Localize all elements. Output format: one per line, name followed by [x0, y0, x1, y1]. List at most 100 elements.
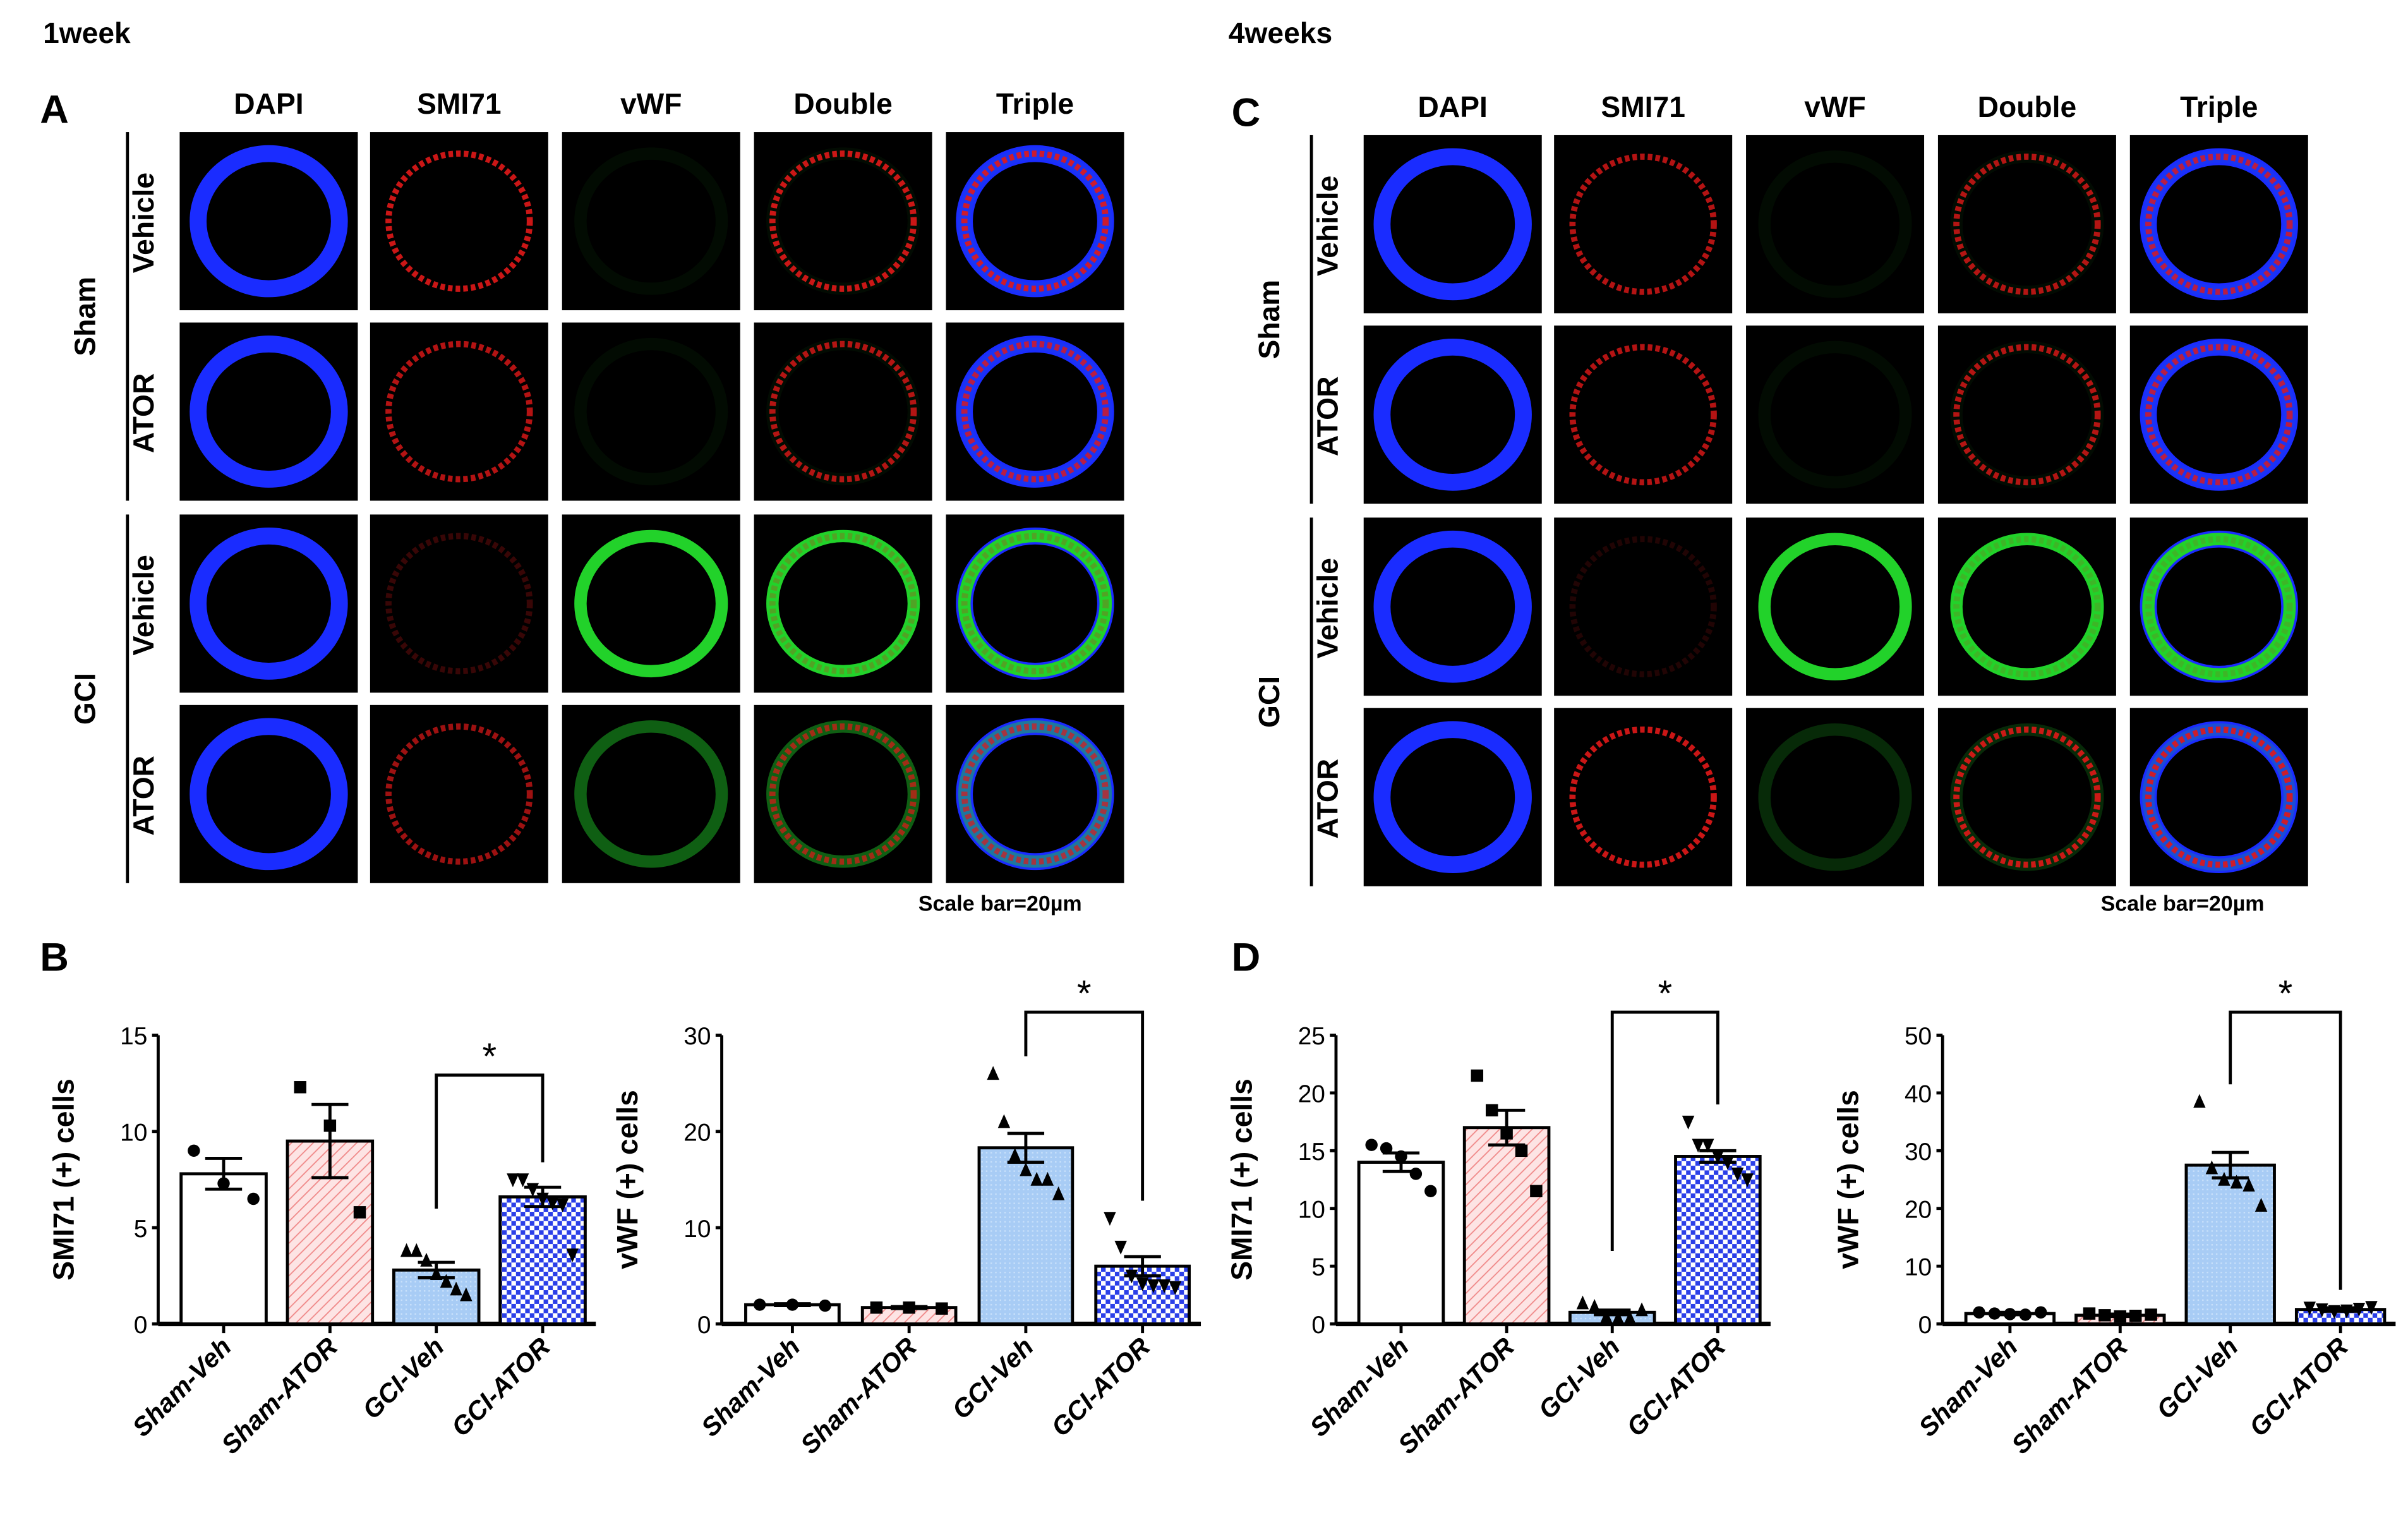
4weeks-micrograph-smi71 — [1554, 325, 1733, 504]
4weeks-micrograph-vwf — [1746, 708, 1925, 886]
data-point — [1136, 1277, 1149, 1291]
vessel-ring — [574, 529, 728, 678]
data-point — [1741, 1173, 1754, 1188]
1week-micrograph-triple — [946, 514, 1124, 693]
4weeks-micrograph-triple — [2129, 517, 2308, 696]
data-point — [1588, 1298, 1601, 1313]
significance-bracket — [1024, 1010, 1145, 1201]
data-point — [507, 1173, 519, 1188]
vessel-ring — [961, 723, 1109, 865]
vessel-ring — [574, 337, 728, 486]
y-axis-label: vWF (+) cells — [1832, 1090, 1865, 1269]
1week-micrograph-smi71 — [370, 322, 548, 501]
x-tick-label: Sham-Veh — [1913, 1332, 2023, 1442]
significance-star: * — [1077, 973, 1092, 1014]
data-point — [1158, 1279, 1171, 1293]
data-point — [1409, 1168, 1423, 1180]
data-point — [2145, 1308, 2157, 1321]
data-point — [1169, 1281, 1182, 1295]
data-point — [1682, 1115, 1695, 1130]
vessel-ring — [385, 341, 533, 483]
data-point — [1395, 1150, 1407, 1163]
x-tick-label: GCI-ATOR — [1621, 1332, 1731, 1442]
1week-micrograph-vwf — [562, 322, 740, 501]
vessel-ring — [766, 529, 920, 678]
x-tick-label: GCI-ATOR — [2244, 1332, 2354, 1442]
1week-micrograph-double — [754, 322, 932, 501]
vessel-ring — [1373, 530, 1532, 683]
1week-micrograph-vwf — [562, 132, 740, 311]
vessel-ring — [1950, 533, 2104, 680]
data-point — [2242, 1177, 2255, 1192]
data-point — [2129, 1310, 2142, 1322]
data-point — [2352, 1303, 2366, 1317]
y-tick-label: 5 — [1311, 1254, 1325, 1281]
data-point — [546, 1196, 559, 1211]
scale-bar-label-a: Scale bar=20µm — [918, 890, 1082, 915]
data-point — [1515, 1144, 1528, 1157]
y-tick-label: 30 — [683, 1023, 711, 1050]
vessel-ring — [961, 341, 1109, 483]
group-bracket — [126, 514, 129, 883]
vessel-ring — [1758, 533, 1912, 680]
vessel-ring — [1953, 154, 2101, 295]
1week-micrograph-double — [754, 514, 932, 693]
1week-micrograph-vwf — [562, 704, 740, 883]
vessel-ring — [1373, 339, 1532, 491]
data-point — [987, 1066, 999, 1080]
column-header-double: Double — [793, 88, 893, 122]
vessel-ring — [2145, 536, 2293, 678]
data-point — [2193, 1094, 2206, 1108]
data-point — [294, 1081, 306, 1094]
scale-bar-label-c: Scale bar=20µm — [2100, 890, 2265, 915]
x-tick-label: GCI-ATOR — [446, 1332, 556, 1442]
data-point — [2365, 1301, 2378, 1315]
y-tick-label: 10 — [1905, 1254, 1932, 1281]
data-point — [1576, 1295, 1589, 1310]
1week-micrograph-smi71 — [370, 132, 548, 311]
column-header-triple: Triple — [2180, 92, 2258, 124]
data-point — [2098, 1309, 2111, 1322]
column-header-smi71: SMI71 — [1601, 92, 1685, 124]
vessel-ring — [1569, 726, 1717, 868]
1week-micrograph-dapi — [179, 704, 358, 883]
y-tick-label: 25 — [1298, 1023, 1325, 1050]
4weeks-micrograph-double — [1937, 517, 2116, 696]
4weeks-micrograph-vwf — [1746, 325, 1925, 504]
4weeks-micrograph-double — [1937, 325, 2116, 504]
week4-title: 4weeks — [1228, 18, 1333, 51]
x-tick-label: Sham-ATOR — [2006, 1332, 2133, 1459]
bar-gci-veh — [2184, 1163, 2276, 1326]
y-tick-label: 20 — [683, 1119, 711, 1146]
column-header-vwf: vWF — [620, 88, 682, 122]
data-point — [936, 1302, 948, 1315]
vessel-ring — [1953, 536, 2101, 678]
data-point — [903, 1301, 915, 1314]
data-point — [786, 1298, 799, 1311]
panel-label-c: C — [1231, 88, 1261, 135]
4weeks-micrograph-vwf — [1746, 135, 1925, 313]
data-point — [1988, 1307, 2001, 1320]
4weeks-micrograph-smi71 — [1554, 517, 1733, 696]
data-point — [1485, 1104, 1498, 1117]
vessel-ring — [958, 529, 1112, 678]
data-point — [1731, 1168, 1744, 1182]
y-tick-label: 10 — [1298, 1196, 1325, 1223]
y-axis-label: SMI71 (+) cells — [47, 1078, 80, 1281]
1week-micrograph-dapi — [179, 132, 358, 311]
group-bracket — [1309, 135, 1313, 504]
vessel-ring — [1758, 150, 1912, 298]
data-point — [1702, 1138, 1714, 1153]
y-tick-label: 15 — [120, 1023, 147, 1050]
1week-micrograph-smi71 — [370, 704, 548, 883]
data-point — [819, 1299, 831, 1312]
panel-label-a: A — [40, 86, 69, 133]
data-point — [188, 1144, 200, 1157]
vessel-ring — [385, 150, 533, 292]
x-tick-label: GCI-Veh — [1533, 1332, 1626, 1425]
significance-bracket — [435, 1073, 545, 1209]
data-point — [217, 1177, 230, 1190]
vessel-ring — [190, 145, 348, 298]
column-header-dapi: DAPI — [234, 88, 304, 122]
